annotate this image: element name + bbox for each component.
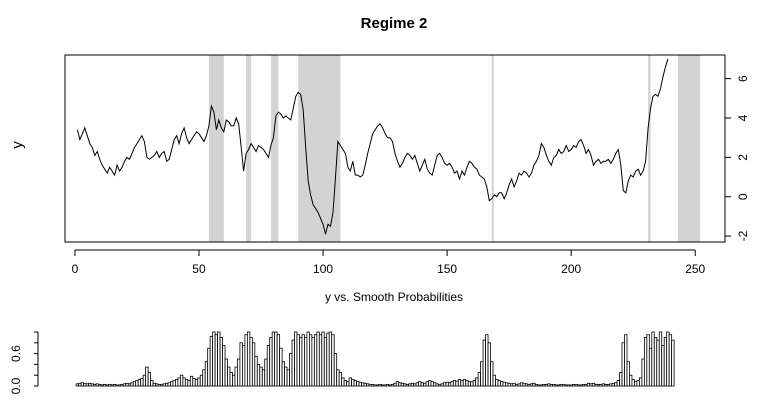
x-axis-ticks: 0 50 100 150 200 250 [72, 249, 706, 276]
probability-bar [671, 339, 675, 387]
plot-frame [64, 54, 726, 243]
shaded-region-3 [270, 55, 279, 242]
y-axis-label: y [9, 141, 26, 149]
probability-bars [75, 331, 675, 387]
probability-bar [624, 334, 628, 387]
shaded-region-4 [298, 55, 341, 242]
probability-bar [147, 372, 151, 387]
series-line [76, 58, 669, 235]
shaded-region-7 [677, 55, 701, 242]
probabilities-title: y vs. Smooth Probabilities [325, 290, 463, 304]
x-tick-label: 150 [437, 262, 457, 276]
x-tick-label: 100 [313, 262, 333, 276]
y-tick-label: 0 [736, 193, 750, 200]
y-tick-label: -2 [736, 230, 750, 241]
probability-y-tick-label: 0.0 [9, 377, 23, 394]
chart-title: Regime 2 [361, 15, 428, 32]
shaded-region-1 [208, 55, 224, 242]
regime-shaded-regions [208, 55, 701, 242]
probability-y-ticks: 0.0 0.6 [9, 331, 39, 394]
y-tick-label: 6 [736, 75, 750, 82]
x-tick-label: 250 [685, 262, 705, 276]
x-tick-label: 200 [561, 262, 581, 276]
y-axis-ticks: -2 0 2 4 6 [724, 75, 750, 241]
y-tick-label: 2 [736, 154, 750, 161]
shaded-region-5 [491, 55, 494, 242]
x-tick-label: 50 [192, 262, 206, 276]
probability-y-tick-label: 0.6 [9, 345, 23, 362]
probability-bar [626, 361, 630, 387]
x-tick-label: 0 [72, 262, 79, 276]
probability-bar [490, 361, 494, 387]
y-tick-label: 4 [736, 114, 750, 121]
shaded-region-6 [648, 55, 651, 242]
